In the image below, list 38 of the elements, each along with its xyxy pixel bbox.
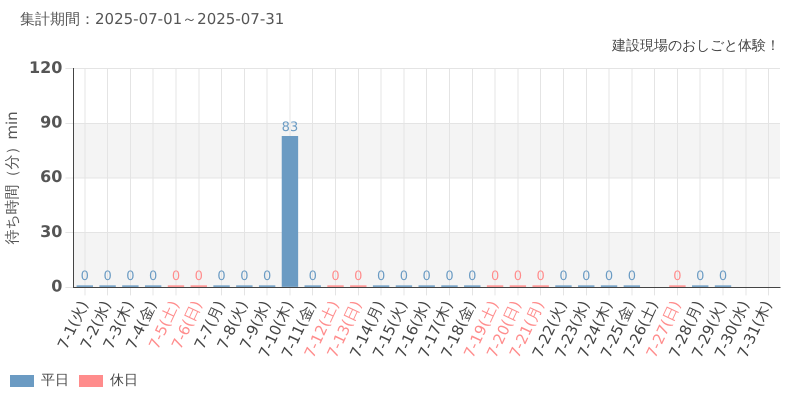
- legend-label: 休日: [110, 372, 138, 389]
- data-label: 0: [80, 269, 89, 284]
- data-label: 0: [559, 269, 568, 284]
- data-label: 0: [400, 269, 408, 284]
- data-label: 0: [103, 269, 112, 284]
- data-label: 0: [536, 269, 545, 284]
- data-label: 0: [172, 269, 180, 284]
- data-label: 0: [240, 269, 248, 284]
- data-label: 83: [282, 120, 298, 135]
- data-label: 0: [582, 269, 590, 284]
- data-label: 0: [422, 269, 431, 284]
- data-label: 0: [308, 269, 317, 284]
- data-label: 0: [149, 269, 158, 284]
- data-label: 0: [468, 269, 476, 284]
- y-tick-label: 90: [40, 112, 62, 132]
- chart-subtitle: 集計期間：2025-07-01～2025-07-31: [20, 10, 284, 29]
- data-label: 0: [696, 269, 704, 284]
- data-label: 0: [718, 269, 728, 284]
- y-tick-label: 30: [40, 222, 62, 241]
- data-label: 0: [126, 269, 135, 284]
- chart-title: 建設現場のおしごと体験！: [612, 37, 780, 55]
- data-label: 0: [263, 269, 272, 284]
- data-label: 0: [445, 269, 454, 284]
- data-label: 0: [673, 269, 682, 284]
- y-tick-label: 60: [40, 167, 62, 186]
- data-label: 0: [604, 269, 614, 284]
- data-label: 0: [194, 269, 203, 284]
- y-axis-title: 待ち時間（分）min: [2, 111, 21, 245]
- data-label: 0: [514, 269, 522, 284]
- data-label: 0: [217, 269, 226, 284]
- y-tick-label: 0: [51, 276, 62, 296]
- data-label: 0: [331, 269, 340, 284]
- data-label: 0: [490, 269, 500, 284]
- data-label: 0: [376, 269, 386, 284]
- legend-label: 平日: [41, 372, 69, 389]
- data-label: 0: [628, 269, 636, 284]
- y-tick-label: 120: [28, 58, 62, 77]
- data-label: 0: [354, 269, 362, 284]
